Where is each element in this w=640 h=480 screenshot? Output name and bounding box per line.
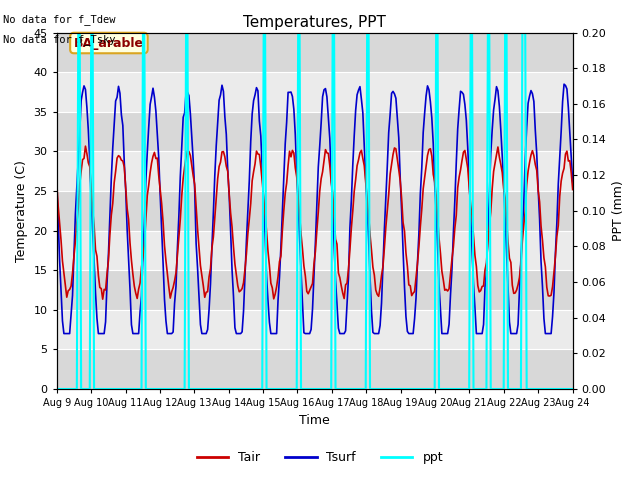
Bar bbox=[57, 230, 573, 270]
Tsurf bbox=[280, 174, 287, 180]
ppt bbox=[225, 386, 233, 392]
X-axis label: Time: Time bbox=[300, 414, 330, 427]
Bar bbox=[57, 72, 573, 112]
Bar bbox=[57, 310, 573, 349]
ppt bbox=[74, 30, 82, 36]
Tair bbox=[53, 179, 61, 184]
ppt bbox=[569, 386, 577, 392]
Legend: Tair, Tsurf, ppt: Tair, Tsurf, ppt bbox=[192, 446, 448, 469]
Bar bbox=[57, 270, 573, 310]
Bar bbox=[57, 33, 573, 72]
Bar bbox=[57, 112, 573, 151]
Tair bbox=[119, 158, 127, 164]
Tsurf bbox=[208, 244, 216, 250]
Tair bbox=[282, 191, 289, 196]
Tsurf bbox=[60, 331, 68, 336]
Y-axis label: Temperature (C): Temperature (C) bbox=[15, 160, 28, 262]
Bar bbox=[57, 191, 573, 230]
Tsurf bbox=[569, 179, 577, 185]
Text: No data for f_Tdew: No data for f_Tdew bbox=[3, 14, 116, 25]
ppt bbox=[208, 386, 216, 392]
Tair bbox=[227, 210, 234, 216]
Title: Temperatures, PPT: Temperatures, PPT bbox=[243, 15, 386, 30]
Tair bbox=[82, 143, 90, 149]
Bar bbox=[57, 151, 573, 191]
Tsurf bbox=[53, 182, 61, 188]
Tair bbox=[99, 296, 106, 302]
Tsurf bbox=[541, 331, 549, 336]
Text: No data for f_Tsky: No data for f_Tsky bbox=[3, 34, 116, 45]
Line: Tsurf: Tsurf bbox=[57, 84, 573, 334]
Tair bbox=[236, 289, 243, 295]
Line: ppt: ppt bbox=[57, 33, 573, 389]
Bar bbox=[57, 349, 573, 389]
Text: BA_arable: BA_arable bbox=[74, 36, 144, 49]
ppt bbox=[541, 386, 549, 392]
Y-axis label: PPT (mm): PPT (mm) bbox=[612, 180, 625, 241]
Tair bbox=[543, 285, 550, 290]
Tair bbox=[569, 187, 577, 192]
Tair bbox=[209, 234, 217, 240]
Tsurf bbox=[118, 112, 125, 118]
ppt bbox=[118, 386, 125, 392]
ppt bbox=[234, 386, 242, 392]
Tsurf bbox=[234, 331, 242, 336]
ppt bbox=[280, 386, 287, 392]
Tsurf bbox=[225, 192, 233, 198]
Line: Tair: Tair bbox=[57, 146, 573, 299]
Tsurf bbox=[560, 81, 568, 87]
ppt bbox=[53, 386, 61, 392]
